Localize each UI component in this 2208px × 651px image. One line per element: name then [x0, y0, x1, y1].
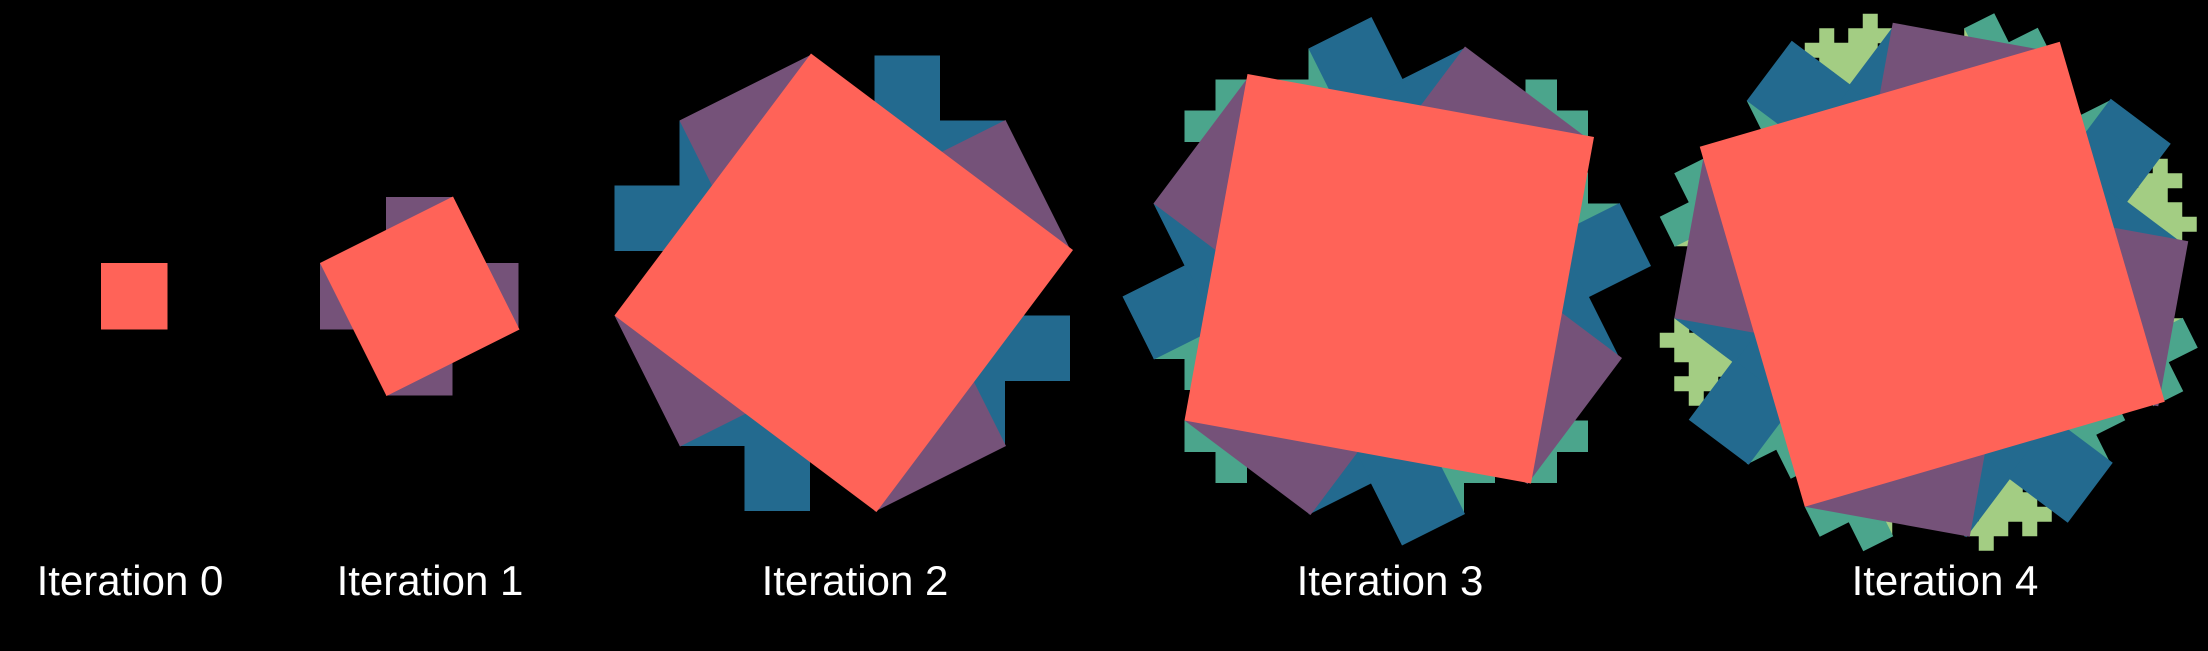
fractal-cell [1848, 42, 1864, 58]
fractal-cell [1688, 361, 1704, 377]
fractal-cell [1556, 202, 1652, 298]
fractal-cell [1674, 332, 1690, 348]
fractal-cell [2152, 187, 2168, 203]
fractal-cell [2138, 187, 2154, 203]
fractal-cell [2007, 417, 2113, 523]
fractal-iteration-4 [1659, 13, 2198, 552]
fractal-cell [2167, 173, 2183, 189]
fractal-cell [614, 185, 680, 251]
fractal-cell [2007, 492, 2023, 508]
fractal-level-0 [1184, 74, 1594, 484]
fractal-level-0 [319, 196, 520, 397]
fractal-cell [1978, 535, 1994, 551]
label-iteration-1: Iteration 1 [336, 557, 524, 604]
fractal-cell [2167, 216, 2183, 232]
fractal-level-0 [614, 53, 1074, 513]
fractal-iteration-3 [1122, 16, 1652, 546]
fractal-cell [1993, 506, 2009, 522]
fractal-cell [614, 53, 1074, 513]
label-iteration-3: Iteration 3 [1296, 557, 1484, 604]
fractal-cell [2036, 506, 2052, 522]
fractal-level-0 [1699, 41, 2165, 507]
fractal-cell [1659, 332, 1675, 348]
fractal-cell [1688, 347, 1704, 363]
fractal-cell [1819, 28, 1835, 44]
fractal-cell [2181, 216, 2197, 232]
fractal-cell [1703, 347, 1719, 363]
fractal-cell [1674, 347, 1690, 363]
fractal-cell [1848, 57, 1864, 73]
fractal-level-0 [101, 263, 168, 330]
fractal-iteration-2 [614, 53, 1074, 513]
fractal-cell [2152, 202, 2168, 218]
fractal-panels [101, 13, 2198, 552]
fractal-cell [1978, 521, 1994, 537]
fractal-cell [744, 445, 810, 511]
fractal-cell [1674, 376, 1690, 392]
fractal-cell [1862, 13, 1878, 29]
fractal-cell [1370, 451, 1466, 546]
fractal-cell [1699, 41, 2165, 507]
fractal-cell [319, 196, 520, 397]
fractal-cell [1819, 42, 1835, 58]
fractal-cell [1184, 74, 1594, 484]
fractal-cell [101, 263, 168, 330]
fractal-cell [1833, 42, 1849, 58]
fractal-cell [1993, 521, 2009, 537]
label-iteration-4: Iteration 4 [1851, 557, 2039, 604]
fractal-cell [1688, 359, 1794, 465]
fractal-cell [1862, 28, 1878, 44]
fractal-cell [1703, 361, 1719, 377]
label-iteration-0: Iteration 0 [36, 557, 224, 604]
label-iteration-2: Iteration 2 [761, 557, 949, 604]
fractal-cell [1688, 390, 1704, 406]
fractal-cell [2022, 521, 2038, 537]
fractal-cell [2007, 506, 2023, 522]
fractal-iteration-1 [319, 196, 520, 397]
fractal-iteration-0 [101, 263, 168, 330]
fractal-cell [1848, 28, 1864, 44]
fractal-cell [1833, 57, 1849, 73]
fractal-cell [2152, 173, 2168, 189]
fractal-cell [2167, 202, 2183, 218]
fractal-cell [1688, 376, 1704, 392]
fractal-cell [1308, 16, 1404, 112]
fractal-cell [2022, 506, 2038, 522]
fractal-cell [1122, 264, 1217, 360]
